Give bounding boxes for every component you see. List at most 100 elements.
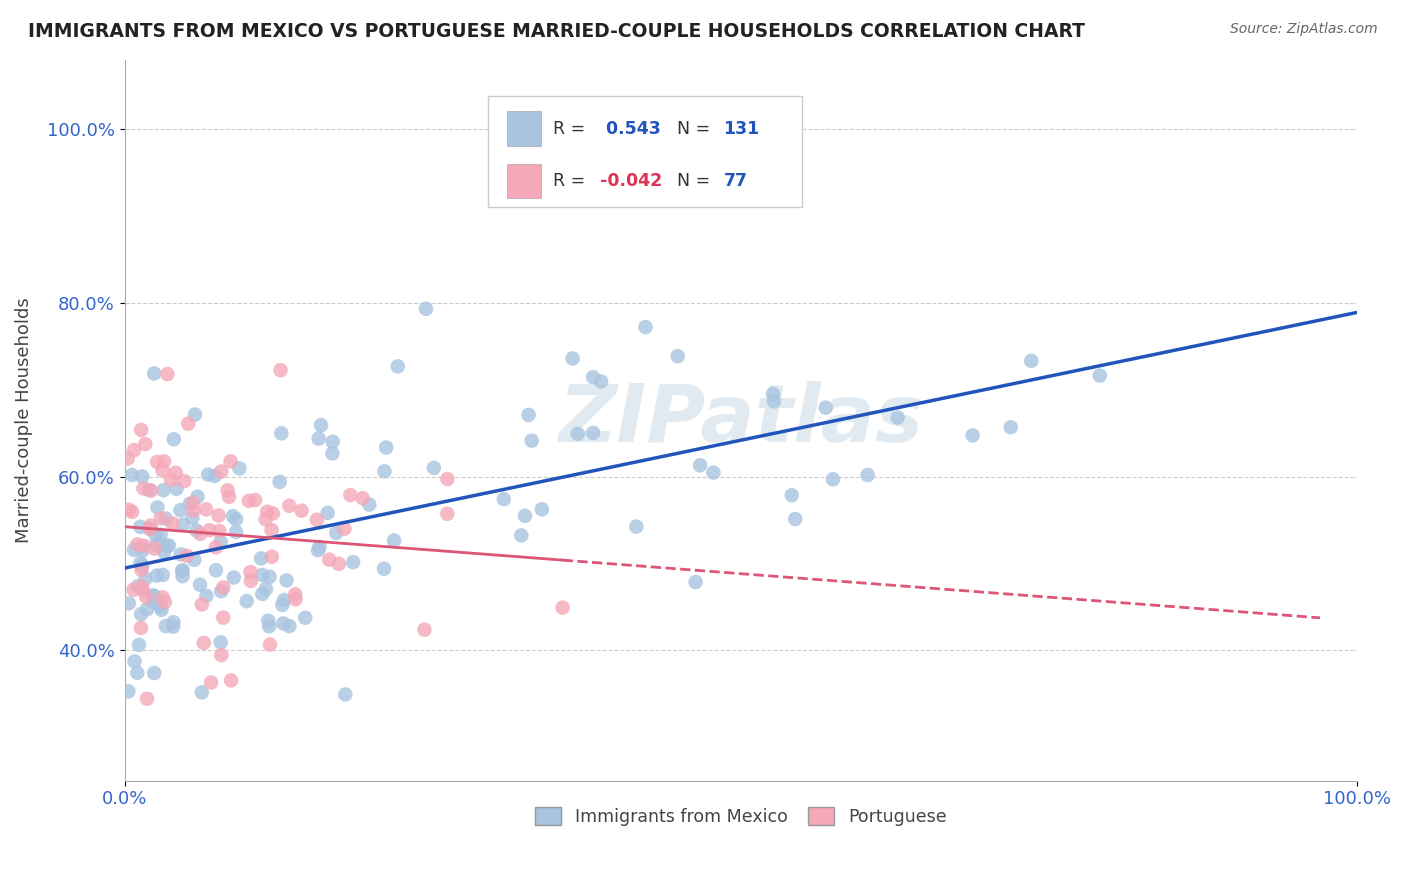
Point	[333, 522, 356, 536]
Point	[551, 600, 574, 615]
Point	[591, 375, 613, 389]
Point	[254, 582, 277, 596]
Point	[131, 579, 153, 593]
Text: R =: R =	[554, 172, 586, 190]
Point	[219, 454, 242, 468]
Point	[181, 511, 204, 525]
Point	[1000, 420, 1022, 434]
Point	[146, 500, 169, 515]
Point	[122, 582, 145, 597]
Point	[170, 564, 193, 578]
Point	[260, 549, 283, 564]
Point	[165, 466, 187, 480]
Point	[142, 589, 165, 603]
Point	[359, 498, 381, 512]
Point	[183, 553, 205, 567]
Point	[118, 596, 141, 610]
Point	[634, 320, 657, 334]
Point	[135, 590, 157, 604]
FancyBboxPatch shape	[488, 95, 803, 208]
Point	[423, 461, 446, 475]
Point	[183, 503, 205, 517]
Point	[238, 493, 260, 508]
Point	[132, 482, 155, 496]
Point	[129, 520, 152, 534]
Text: Source: ZipAtlas.com: Source: ZipAtlas.com	[1230, 22, 1378, 37]
Point	[218, 490, 240, 504]
Text: 77: 77	[724, 172, 748, 190]
Point	[307, 543, 329, 558]
Point	[257, 614, 280, 628]
Point	[309, 418, 332, 433]
Point	[269, 363, 291, 377]
Point	[762, 387, 785, 401]
Point	[567, 426, 589, 441]
Point	[145, 538, 167, 552]
Point	[136, 691, 159, 706]
Point	[284, 587, 307, 601]
Point	[510, 528, 533, 542]
Point	[205, 541, 228, 555]
Point	[131, 469, 153, 483]
Point	[856, 467, 879, 482]
Point	[155, 511, 177, 525]
Point	[146, 568, 169, 582]
Point	[517, 408, 540, 422]
Point	[250, 551, 273, 566]
Point	[339, 488, 361, 502]
Point	[146, 455, 169, 469]
Point	[188, 577, 211, 591]
Point	[785, 512, 807, 526]
Point	[284, 592, 307, 607]
Point	[176, 549, 198, 563]
Point	[325, 525, 347, 540]
Point	[155, 539, 177, 553]
Point	[239, 565, 262, 579]
Point	[262, 507, 284, 521]
Point	[190, 526, 212, 541]
Point	[142, 595, 165, 609]
Point	[814, 401, 837, 415]
Y-axis label: Married-couple Households: Married-couple Households	[15, 297, 32, 543]
Point	[150, 603, 173, 617]
Point	[117, 684, 139, 698]
Point	[352, 491, 374, 505]
Point	[162, 620, 184, 634]
Point	[131, 563, 153, 577]
Point	[413, 623, 436, 637]
Point	[254, 512, 277, 526]
Point	[259, 638, 281, 652]
Point	[666, 349, 689, 363]
Point	[243, 493, 266, 508]
Point	[118, 502, 141, 516]
Point	[561, 351, 583, 366]
Point	[342, 555, 364, 569]
Point	[294, 611, 316, 625]
Text: 0.543: 0.543	[600, 120, 661, 137]
Point	[170, 548, 193, 562]
Point	[256, 505, 278, 519]
Point	[252, 587, 274, 601]
Point	[228, 461, 250, 475]
Point	[305, 513, 328, 527]
Point	[513, 508, 536, 523]
Point	[177, 417, 200, 431]
Point	[209, 584, 232, 599]
Point	[198, 523, 221, 537]
Point	[156, 367, 179, 381]
Point	[209, 635, 232, 649]
Bar	[506, 163, 541, 198]
Point	[225, 524, 247, 539]
Point	[143, 589, 166, 603]
Point	[166, 482, 188, 496]
Point	[322, 434, 344, 449]
Point	[149, 511, 172, 525]
Point	[762, 394, 785, 409]
Point	[172, 517, 194, 532]
Point	[328, 557, 350, 571]
Point	[124, 654, 146, 668]
Point	[1019, 354, 1042, 368]
Point	[172, 569, 194, 583]
Text: IMMIGRANTS FROM MEXICO VS PORTUGUESE MARRIED-COUPLE HOUSEHOLDS CORRELATION CHART: IMMIGRANTS FROM MEXICO VS PORTUGUESE MAR…	[28, 22, 1085, 41]
Point	[162, 516, 184, 531]
